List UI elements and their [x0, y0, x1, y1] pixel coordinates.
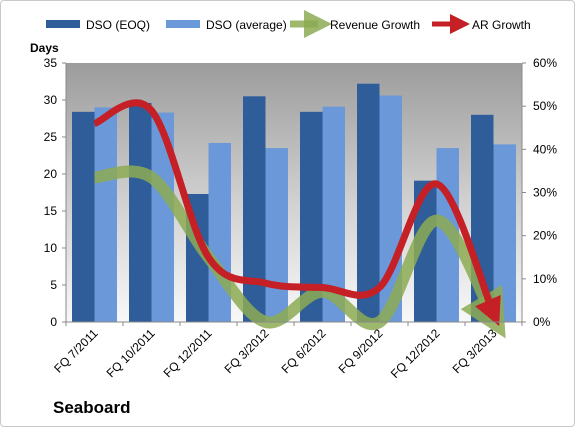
x-tick-label: FQ 12/2011: [161, 326, 215, 380]
legend-label-dso-average: DSO (average): [206, 18, 287, 32]
bar-dso-eoq-0: [72, 111, 95, 322]
company-name: Seaboard: [53, 398, 131, 417]
legend-swatch-dso-eoq: [46, 20, 80, 28]
line-layer: [93, 99, 506, 339]
y-tick-label: 0: [50, 315, 57, 329]
bar-layer: [72, 83, 516, 323]
y-tick-label: 10: [44, 241, 58, 255]
legend-label-ar-growth: AR Growth: [472, 18, 531, 32]
x-tick-label: FQ 6/2012: [279, 326, 329, 376]
bar-dso-eoq-1: [129, 102, 152, 323]
bar-dso-eoq-6: [414, 180, 437, 322]
bar-dso-average-0: [94, 107, 117, 323]
y2-tick-label: 40%: [533, 142, 557, 156]
y2-tick-label: 30%: [533, 186, 557, 200]
y2-tick-label: 50%: [533, 99, 557, 113]
legend: DSO (EOQ) DSO (average) Revenue Growth AR G…: [46, 10, 531, 38]
bar-dso-average-1: [151, 112, 174, 322]
bar-dso-average-4: [322, 106, 345, 322]
y2-tick-label: 60%: [533, 56, 557, 70]
y2-tick-label: 10%: [533, 272, 557, 286]
legend-label-revenue-growth: Revenue Growth: [330, 18, 420, 32]
x-tick-label: FQ 3/2013: [450, 326, 500, 376]
y-tick-label: 30: [44, 93, 58, 107]
x-tick-label: FQ 7/2011: [51, 326, 101, 376]
legend-swatch-dso-average: [166, 20, 200, 28]
y-tick-label: 25: [44, 130, 58, 144]
revenue-growth-line: [93, 165, 506, 339]
y2-tick-label: 20%: [533, 229, 557, 243]
y2-tick-label: 0%: [533, 315, 551, 329]
bar-dso-average-2: [208, 142, 231, 322]
y-tick-label: 5: [50, 278, 57, 292]
bar-dso-average-3: [265, 148, 288, 322]
bar-dso-average-7: [493, 144, 516, 322]
y-tick-label: 20: [44, 167, 58, 181]
bar-dso-eoq-4: [300, 111, 323, 322]
ar-growth-line: [93, 99, 501, 327]
x-tick-label: FQ 10/2011: [104, 326, 158, 380]
x-tick-label: FQ 3/2012: [222, 326, 272, 376]
y-axis-title: Days: [30, 41, 59, 55]
legend-label-dso-eoq: DSO (EOQ): [86, 18, 150, 32]
x-tick-label: FQ 9/2012: [336, 326, 386, 376]
y-tick-label: 15: [44, 204, 58, 218]
y-tick-label: 35: [44, 56, 58, 70]
bar-dso-eoq-3: [243, 96, 266, 322]
x-tick-label: FQ 12/2012: [388, 326, 443, 381]
bar-dso-eoq-5: [357, 83, 380, 322]
